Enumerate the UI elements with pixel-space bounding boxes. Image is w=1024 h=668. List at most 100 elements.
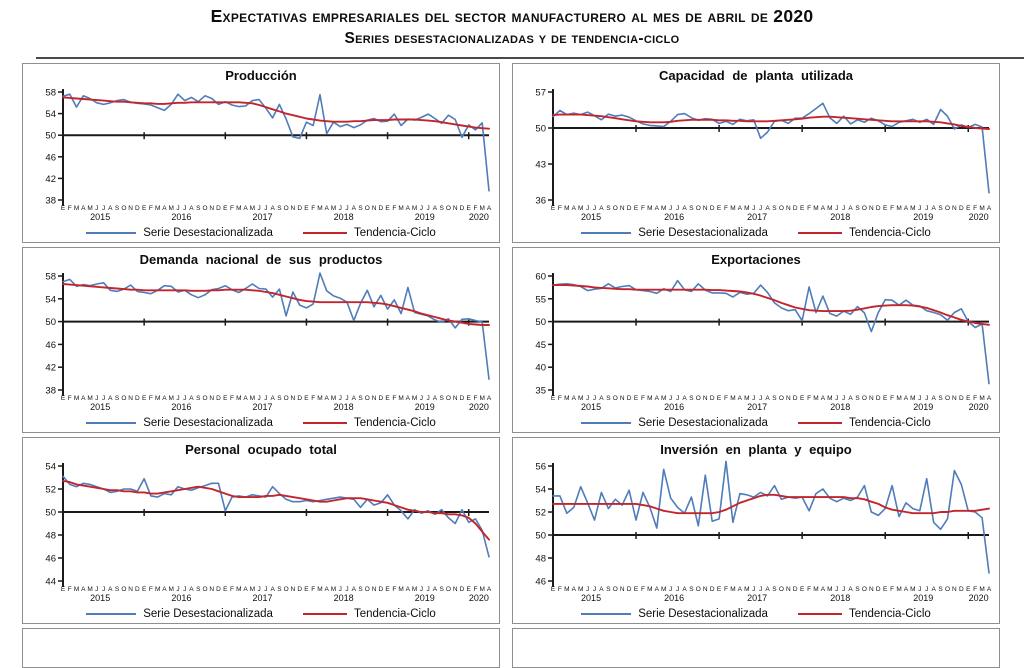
svg-text:2016: 2016 [171,593,191,603]
chart-box-personal: Personal ocupado total 44 46 48 50 52 54 E F M A M… [22,437,500,624]
svg-text:F: F [68,205,72,212]
svg-text:O: O [446,205,451,212]
svg-text:F: F [473,395,477,402]
svg-text:2016: 2016 [171,402,191,412]
svg-text:N: N [291,205,296,212]
svg-text:2017: 2017 [252,402,272,412]
svg-text:J: J [752,395,755,402]
svg-text:J: J [752,586,755,593]
chart-legend: Serie Desestacionalizada Tendencia-Ciclo [513,605,999,623]
svg-text:O: O [779,395,784,402]
svg-text:52: 52 [535,508,546,519]
svg-text:M: M [480,205,485,212]
svg-text:54: 54 [45,109,56,120]
svg-text:N: N [291,586,296,593]
svg-text:F: F [392,586,396,593]
svg-text:A: A [270,586,275,593]
legend-seasonally-adjusted-line-icon [86,422,137,424]
svg-text:J: J [257,586,260,593]
svg-text:50: 50 [535,531,546,542]
svg-text:46: 46 [535,577,546,588]
svg-text:M: M [564,205,569,212]
svg-text:S: S [606,586,611,593]
svg-text:N: N [372,395,377,402]
svg-text:2019: 2019 [913,212,933,222]
svg-text:M: M [910,395,915,402]
svg-text:M: M [813,205,818,212]
svg-text:M: M [744,395,749,402]
svg-text:D: D [297,205,302,212]
svg-text:40: 40 [535,363,546,374]
svg-text:O: O [202,586,207,593]
svg-text:2020: 2020 [469,593,489,603]
svg-text:M: M [813,586,818,593]
svg-text:N: N [128,395,133,402]
svg-text:M: M [250,395,255,402]
svg-text:S: S [277,586,282,593]
svg-text:O: O [365,205,370,212]
svg-text:J: J [264,205,267,212]
svg-text:A: A [738,395,743,402]
svg-text:O: O [446,395,451,402]
svg-text:E: E [800,205,805,212]
svg-text:S: S [938,586,943,593]
svg-text:E: E [142,586,147,593]
legend-seasonally-adjusted-line-icon [581,422,632,424]
svg-text:A: A [931,205,936,212]
svg-text:E: E [467,586,472,593]
svg-text:J: J [586,586,589,593]
svg-text:J: J [339,395,342,402]
svg-text:44: 44 [45,577,56,588]
svg-text:F: F [890,205,894,212]
svg-text:N: N [209,205,214,212]
svg-text:S: S [689,586,694,593]
svg-text:O: O [779,586,784,593]
svg-text:E: E [551,586,556,593]
svg-text:E: E [467,395,472,402]
svg-text:M: M [730,395,735,402]
svg-text:F: F [311,395,315,402]
chart-box-capacidad: Capacidad de planta utilizada 36 43 50 57 E F… [512,63,1000,243]
chart-box-inversion: Inversión en planta y equipo 46 48 50 52 54 5… [512,437,1000,624]
svg-text:M: M [250,205,255,212]
svg-text:2019: 2019 [415,402,435,412]
svg-text:2015: 2015 [581,593,601,603]
svg-text:E: E [634,395,639,402]
svg-text:D: D [460,586,465,593]
svg-text:F: F [230,586,234,593]
svg-text:F: F [473,586,477,593]
svg-text:N: N [620,205,625,212]
svg-text:J: J [669,395,672,402]
svg-text:D: D [216,586,221,593]
svg-text:F: F [558,205,562,212]
svg-text:N: N [869,395,874,402]
svg-text:S: S [115,395,120,402]
svg-text:2020: 2020 [469,402,489,412]
legend-trend-cycle-line-icon [302,613,347,615]
svg-text:O: O [945,395,950,402]
svg-text:F: F [724,395,728,402]
svg-text:58: 58 [45,272,56,283]
svg-text:E: E [551,205,556,212]
svg-text:M: M [250,586,255,593]
svg-text:S: S [689,205,694,212]
svg-text:D: D [959,586,964,593]
svg-text:J: J [759,395,762,402]
svg-text:M: M [236,395,241,402]
svg-text:D: D [710,395,715,402]
svg-text:O: O [613,205,618,212]
svg-text:A: A [655,395,660,402]
svg-text:E: E [800,395,805,402]
svg-text:J: J [593,395,596,402]
svg-text:M: M [74,395,79,402]
svg-text:N: N [952,395,957,402]
svg-text:F: F [230,395,234,402]
svg-text:43: 43 [535,160,546,171]
svg-text:A: A [599,586,604,593]
svg-text:J: J [669,586,672,593]
svg-text:A: A [243,395,248,402]
